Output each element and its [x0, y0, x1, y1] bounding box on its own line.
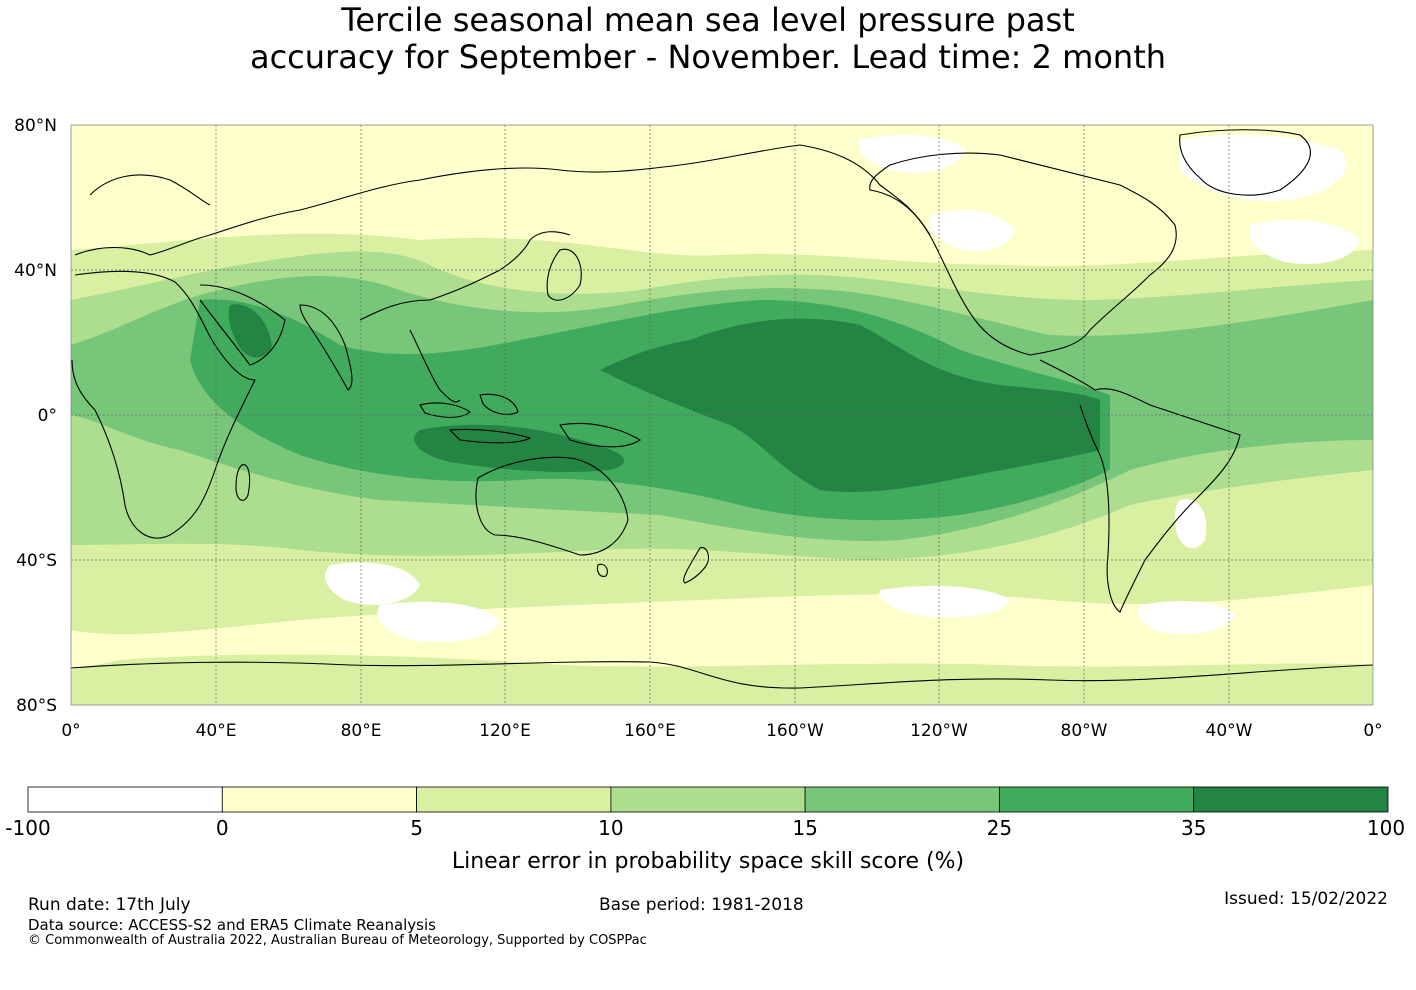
colorbar-bin	[416, 786, 612, 813]
lat-label: 80°N	[14, 116, 57, 136]
skill-negative-patch	[1249, 220, 1360, 264]
lon-label: 40°W	[1206, 721, 1253, 741]
skill-negative-patch	[879, 585, 1010, 618]
lat-label: 40°S	[16, 551, 57, 571]
issued-date: Issued: 15/02/2022	[1224, 889, 1388, 909]
lat-label: 40°N	[14, 261, 57, 281]
colorbar-bin	[610, 786, 806, 813]
colorbar-bin	[221, 786, 418, 813]
colorbar-bin	[804, 786, 1000, 813]
copyright: © Commonwealth of Australia 2022, Austra…	[28, 933, 647, 948]
skill-negative-patch	[1138, 601, 1235, 635]
colorbar-tick-label: 25	[987, 816, 1012, 840]
colorbar-label: Linear error in probability space skill …	[452, 849, 964, 874]
colorbar-tick-label: 0	[216, 816, 229, 840]
lon-label: 80°E	[341, 721, 382, 741]
skill-band-35-100	[414, 424, 625, 473]
lon-label: 120°W	[910, 721, 968, 741]
skill-band-35-100	[600, 318, 1100, 492]
title-line-1: Tercile seasonal mean sea level pressure…	[341, 1, 1075, 39]
lat-label: 0°	[38, 406, 57, 426]
colorbar-bin	[999, 786, 1195, 813]
colorbar-tick-label: 100	[1367, 816, 1405, 840]
skill-negative-patch	[325, 562, 420, 605]
lon-label: 160°W	[766, 721, 824, 741]
lon-label: 40°E	[196, 721, 237, 741]
colorbar-tick-label: 15	[792, 816, 817, 840]
run-date: Run date: 17th July	[28, 895, 191, 915]
coastlines	[71, 129, 1373, 689]
skill-negative-patch	[928, 210, 1015, 251]
skill-negative-patch	[377, 601, 500, 642]
skill-negative-patch	[1175, 499, 1207, 549]
title-line-2: accuracy for September - November. Lead …	[249, 38, 1167, 76]
skill-negative-patch	[858, 134, 965, 174]
lon-label: 0°	[61, 721, 80, 741]
colorbar-tick-label: 5	[410, 816, 423, 840]
base-period: Base period: 1981-2018	[599, 895, 804, 915]
skill-field	[71, 125, 1373, 705]
colorbar-bin	[27, 786, 223, 813]
map-frame	[70, 124, 1374, 706]
lon-label: 160°E	[624, 721, 676, 741]
skill-band-5-10	[71, 654, 1373, 705]
colorbar	[27, 786, 1389, 813]
lon-label: 80°W	[1061, 721, 1108, 741]
lat-label: 80°S	[16, 696, 57, 716]
lon-label: 120°E	[479, 721, 531, 741]
colorbar-tick-label: 10	[598, 816, 623, 840]
skill-negative-patch	[1180, 134, 1347, 201]
colorbar-tick-label: -100	[5, 816, 50, 840]
skill-band-35-100	[228, 304, 272, 358]
lon-label: 0°	[1363, 721, 1382, 741]
colorbar-tick-label: 35	[1181, 816, 1206, 840]
data-source: Data source: ACCESS-S2 and ERA5 Climate …	[28, 916, 436, 934]
colorbar-bin	[1193, 786, 1389, 813]
graticule	[71, 125, 1373, 705]
